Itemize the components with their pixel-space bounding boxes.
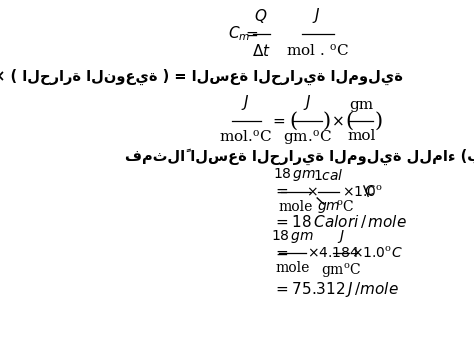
Text: $C_m$: $C_m$ xyxy=(228,24,250,43)
Text: $=$: $=$ xyxy=(270,114,286,128)
Text: gm: gm xyxy=(349,98,374,112)
Text: $\times 1.0\mathregular{^o}C$: $\times 1.0\mathregular{^o}C$ xyxy=(351,246,402,261)
Text: ): ) xyxy=(323,112,331,131)
Text: $=$: $=$ xyxy=(273,184,289,197)
Text: $J$: $J$ xyxy=(303,93,311,112)
Text: $= 75.312\,J\,/mole$: $= 75.312\,J\,/mole$ xyxy=(273,280,399,299)
Text: gm.$\mathregular{^oC}$: gm.$\mathregular{^oC}$ xyxy=(283,129,331,148)
Text: $1cal$: $1cal$ xyxy=(313,168,344,183)
Text: mol.$\mathregular{^oC}$: mol.$\mathregular{^oC}$ xyxy=(219,129,272,145)
Text: gm$\mathregular{^o}$C: gm$\mathregular{^o}$C xyxy=(321,261,361,280)
Text: (الكتلة المولية ) × ( الحرارة النوعية ) = السعة الحرارية المولية: (الكتلة المولية ) × ( الحرارة النوعية ) … xyxy=(0,69,403,85)
Text: mole: mole xyxy=(278,200,312,214)
Text: $Q$: $Q$ xyxy=(255,7,268,25)
Text: $18\,gm$: $18\,gm$ xyxy=(273,166,317,183)
Text: $\Delta t$: $\Delta t$ xyxy=(252,43,271,59)
Text: $\times 4.184$: $\times 4.184$ xyxy=(308,246,360,260)
Text: $=$: $=$ xyxy=(243,27,259,41)
Text: (: ( xyxy=(290,112,298,131)
Text: $J$: $J$ xyxy=(312,6,320,25)
Text: $\times$: $\times$ xyxy=(306,185,318,199)
Text: فمثلاً السعة الحرارية المولية للماء (بالسعر): فمثلاً السعة الحرارية المولية للماء (بال… xyxy=(125,149,474,166)
Text: $=$: $=$ xyxy=(273,245,289,260)
Text: ): ) xyxy=(374,112,383,131)
Text: mole: mole xyxy=(275,261,310,276)
Text: $\mathit{C}$: $\mathit{C}$ xyxy=(365,184,376,198)
Text: mol . $\mathregular{^oC}$: mol . $\mathregular{^oC}$ xyxy=(286,43,348,59)
Text: $J$: $J$ xyxy=(337,228,345,245)
Text: $\times 1.0\mathregular{^o}$: $\times 1.0\mathregular{^o}$ xyxy=(342,184,383,200)
Text: $=18\,Calori\,/\,mole$: $=18\,Calori\,/\,mole$ xyxy=(273,213,407,230)
Text: $\mathregular{^oC}$: $\mathregular{^oC}$ xyxy=(336,200,354,215)
Text: $J$: $J$ xyxy=(241,93,250,112)
Text: $gm$: $gm$ xyxy=(317,200,340,215)
Text: $18\,gm$: $18\,gm$ xyxy=(271,228,314,245)
Text: mol: mol xyxy=(347,129,375,143)
Text: $\times$: $\times$ xyxy=(331,114,344,128)
Text: (: ( xyxy=(346,112,354,131)
